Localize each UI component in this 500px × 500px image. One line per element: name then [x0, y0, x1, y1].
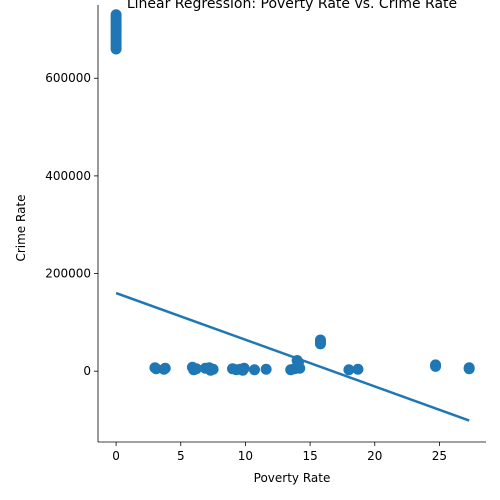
data-point — [314, 338, 326, 350]
regression-layer — [115, 291, 470, 422]
data-point — [343, 364, 355, 376]
x-tick-label: 10 — [238, 449, 253, 463]
data-point — [260, 363, 272, 375]
data-point — [248, 364, 260, 376]
y-tick-label: 200000 — [45, 267, 91, 281]
data-point — [352, 363, 364, 375]
y-tick-label: 400000 — [45, 169, 91, 183]
x-axis-label: Poverty Rate — [254, 471, 331, 485]
x-tick-label: 25 — [432, 449, 447, 463]
marks-layer — [110, 9, 475, 376]
data-point — [237, 364, 249, 376]
y-tick-label: 600000 — [45, 71, 91, 85]
y-tick-label: 0 — [83, 364, 91, 378]
x-tick-label: 5 — [177, 449, 185, 463]
data-point — [294, 362, 306, 374]
data-point — [110, 43, 122, 55]
chart-title: Linear Regression: Poverty Rate vs. Crim… — [127, 0, 457, 12]
x-tick-label: 20 — [367, 449, 382, 463]
y-axis-label: Crime Rate — [14, 194, 28, 261]
data-point — [205, 364, 217, 376]
ticks-layer: 0 5 10 15 20 25 0 200000 400000 600000 — [45, 71, 447, 463]
data-point — [190, 363, 202, 375]
data-point — [430, 360, 442, 372]
regression-line — [115, 291, 470, 422]
data-point — [158, 363, 170, 375]
data-point — [463, 363, 475, 375]
x-tick-label: 15 — [302, 449, 317, 463]
x-tick-label: 0 — [112, 449, 120, 463]
